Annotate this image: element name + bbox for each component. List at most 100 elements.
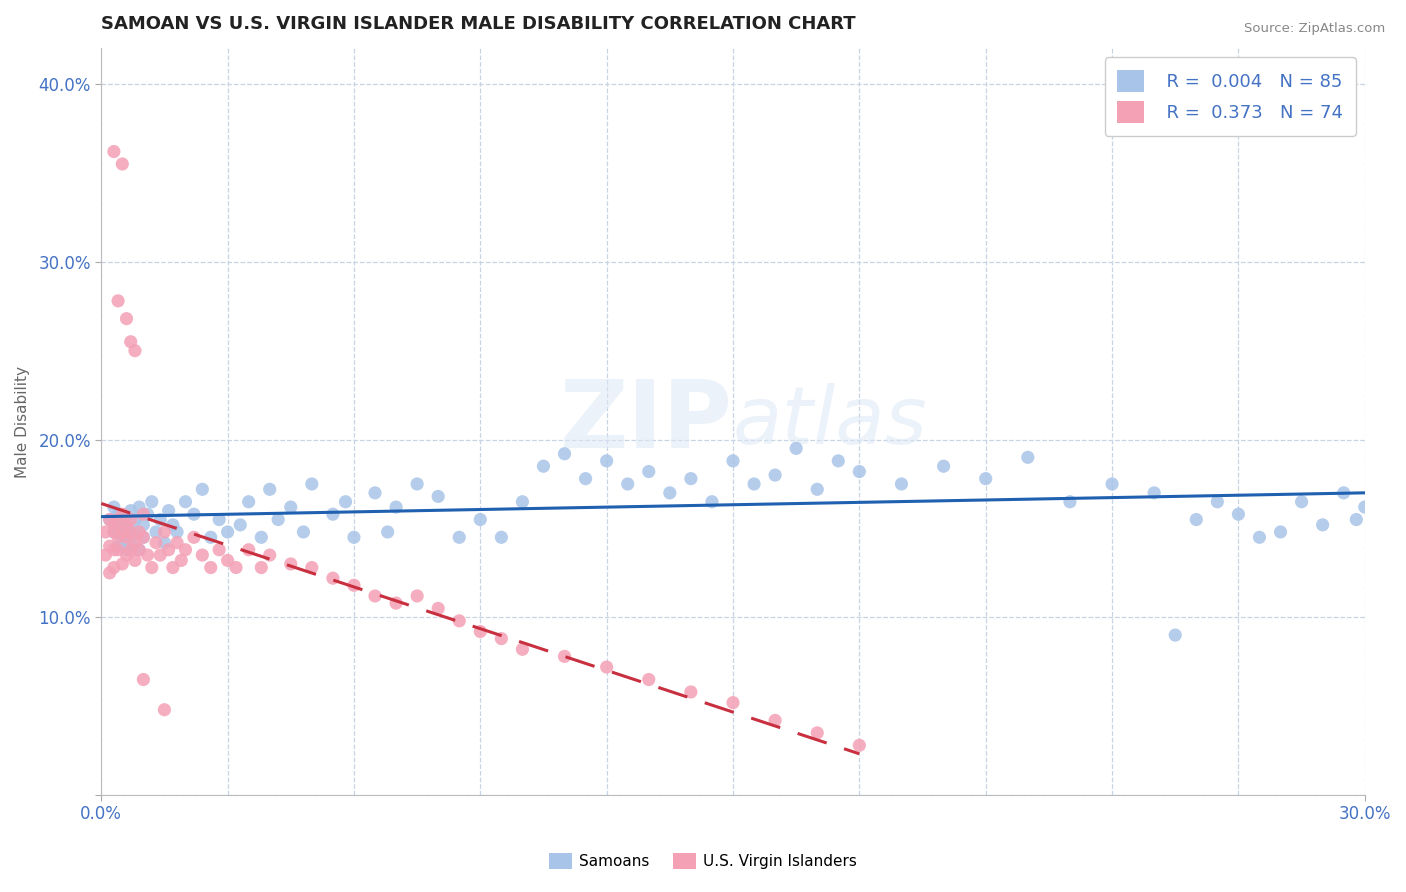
Point	[103, 542, 125, 557]
Point	[107, 539, 129, 553]
Point	[136, 548, 159, 562]
Point	[742, 477, 765, 491]
Point	[679, 472, 702, 486]
Point	[98, 539, 121, 553]
Point	[700, 494, 723, 508]
Point	[162, 517, 184, 532]
Point	[470, 512, 492, 526]
Point	[111, 524, 134, 539]
Point	[153, 524, 176, 539]
Point	[124, 535, 146, 549]
Point	[385, 500, 408, 514]
Point	[217, 553, 239, 567]
Point	[170, 553, 193, 567]
Point	[107, 507, 129, 521]
Point	[595, 454, 617, 468]
Point	[94, 548, 117, 562]
Point	[377, 524, 399, 539]
Point	[533, 459, 555, 474]
Point	[183, 507, 205, 521]
Point	[132, 517, 155, 532]
Point	[512, 642, 534, 657]
Point	[217, 524, 239, 539]
Point	[658, 486, 681, 500]
Point	[153, 535, 176, 549]
Point	[174, 494, 197, 508]
Point	[449, 614, 471, 628]
Text: ZIP: ZIP	[560, 376, 733, 467]
Point	[806, 483, 828, 497]
Point	[128, 524, 150, 539]
Point	[238, 542, 260, 557]
Point	[166, 524, 188, 539]
Point	[103, 517, 125, 532]
Point	[554, 447, 576, 461]
Point	[115, 521, 138, 535]
Text: Source: ZipAtlas.com: Source: ZipAtlas.com	[1244, 22, 1385, 36]
Point	[120, 512, 142, 526]
Point	[238, 494, 260, 508]
Point	[162, 560, 184, 574]
Point	[1059, 494, 1081, 508]
Point	[124, 524, 146, 539]
Point	[427, 601, 450, 615]
Point	[1354, 500, 1376, 514]
Point	[120, 503, 142, 517]
Point	[364, 486, 387, 500]
Point	[98, 512, 121, 526]
Point	[763, 468, 786, 483]
Point	[111, 557, 134, 571]
Point	[107, 530, 129, 544]
Point	[595, 660, 617, 674]
Point	[107, 512, 129, 526]
Point	[115, 542, 138, 557]
Point	[1164, 628, 1187, 642]
Point	[322, 507, 344, 521]
Point	[103, 500, 125, 514]
Point	[974, 472, 997, 486]
Point	[427, 490, 450, 504]
Point	[124, 553, 146, 567]
Point	[120, 535, 142, 549]
Point	[1143, 486, 1166, 500]
Point	[141, 494, 163, 508]
Point	[208, 512, 231, 526]
Text: SAMOAN VS U.S. VIRGIN ISLANDER MALE DISABILITY CORRELATION CHART: SAMOAN VS U.S. VIRGIN ISLANDER MALE DISA…	[101, 15, 856, 33]
Legend: Samoans, U.S. Virgin Islanders: Samoans, U.S. Virgin Islanders	[543, 847, 863, 875]
Point	[406, 589, 429, 603]
Point	[111, 530, 134, 544]
Point	[166, 535, 188, 549]
Point	[848, 465, 870, 479]
Point	[200, 560, 222, 574]
Point	[280, 500, 302, 514]
Point	[120, 334, 142, 349]
Point	[250, 560, 273, 574]
Point	[103, 560, 125, 574]
Point	[785, 442, 807, 456]
Point	[145, 535, 167, 549]
Point	[890, 477, 912, 491]
Point	[259, 548, 281, 562]
Point	[322, 571, 344, 585]
Point	[301, 560, 323, 574]
Point	[174, 542, 197, 557]
Point	[183, 530, 205, 544]
Point	[574, 472, 596, 486]
Point	[637, 465, 659, 479]
Point	[1291, 494, 1313, 508]
Point	[149, 512, 172, 526]
Point	[111, 507, 134, 521]
Point	[1333, 486, 1355, 500]
Point	[98, 512, 121, 526]
Point	[149, 548, 172, 562]
Point	[103, 524, 125, 539]
Point	[364, 589, 387, 603]
Point	[132, 673, 155, 687]
Point	[250, 530, 273, 544]
Point	[554, 649, 576, 664]
Point	[806, 726, 828, 740]
Point	[225, 560, 247, 574]
Point	[98, 566, 121, 580]
Point	[763, 714, 786, 728]
Point	[191, 483, 214, 497]
